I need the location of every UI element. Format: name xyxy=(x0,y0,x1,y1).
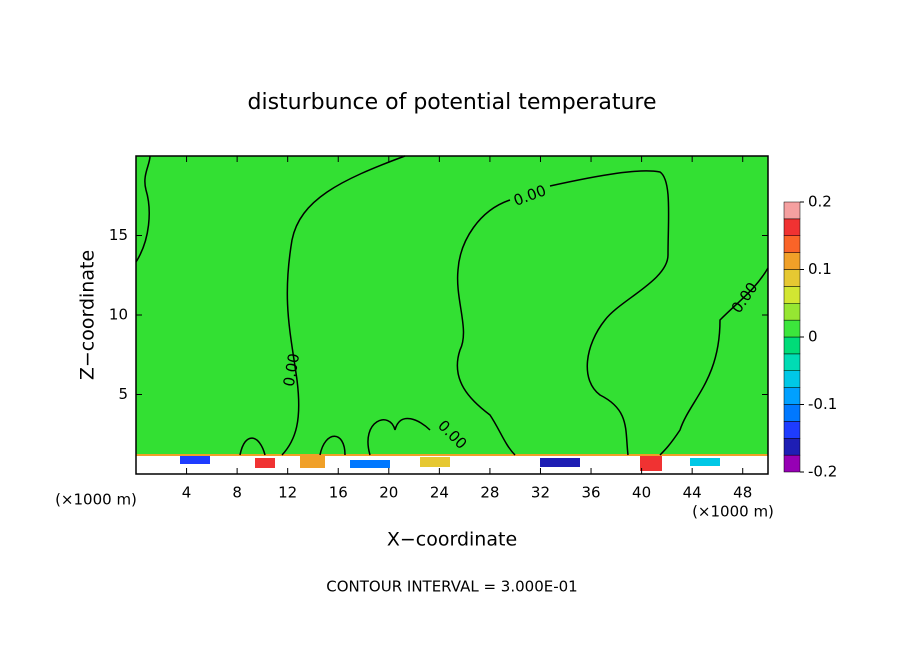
colorbar-swatch xyxy=(783,454,801,473)
x-tick-label: 44 xyxy=(683,484,702,502)
contour-line xyxy=(659,267,769,456)
x-tick-label: 36 xyxy=(581,484,600,502)
blob xyxy=(540,458,580,467)
contour-line xyxy=(549,170,670,456)
blob xyxy=(640,455,662,471)
blob xyxy=(300,456,325,468)
contour-line xyxy=(281,155,406,456)
contour-line xyxy=(239,417,431,456)
contour-label: 0.00 xyxy=(280,352,304,388)
blob xyxy=(350,460,390,468)
surface-noise xyxy=(136,454,768,474)
x-tick-label: 24 xyxy=(430,484,449,502)
x-tick-label: 40 xyxy=(632,484,651,502)
colorbar-tick-label: -0.2 xyxy=(808,463,837,481)
colorbar-swatch xyxy=(783,370,801,388)
colorbar-swatch xyxy=(783,235,801,253)
colorbar-swatch xyxy=(783,286,801,304)
x-tick-label: 8 xyxy=(232,484,242,502)
colorbar-swatch xyxy=(783,218,801,236)
y-tick-label: 5 xyxy=(118,385,128,403)
x-tick-label: 12 xyxy=(278,484,297,502)
colorbar-swatch xyxy=(783,387,801,405)
footer: CONTOUR INTERVAL = 3.000E-01 xyxy=(326,578,577,596)
field xyxy=(136,156,768,474)
colorbar-swatch xyxy=(783,336,801,355)
contour-line xyxy=(135,155,151,263)
x-tick-label: 4 xyxy=(182,484,192,502)
chart-title: disturbunce of potential temperature xyxy=(248,90,657,115)
x-tick-label: 16 xyxy=(329,484,348,502)
colorbar-swatch xyxy=(783,404,801,422)
blob xyxy=(255,458,275,468)
colorbar-swatch xyxy=(783,269,801,287)
y-axis-label: Z−coordinate xyxy=(77,250,99,380)
colorbar-tick-label: 0.2 xyxy=(808,193,832,211)
colorbar-tick-label: 0.1 xyxy=(808,260,832,278)
colorbar-swatch xyxy=(783,252,801,270)
x-tick-label: 48 xyxy=(733,484,752,502)
x-unit-label: (×1000 m) xyxy=(692,503,774,521)
y-tick-label: 15 xyxy=(109,226,128,244)
x-unit-label: (×1000 m) xyxy=(55,491,137,509)
colorbar-tick-label: 0 xyxy=(808,328,818,346)
contours xyxy=(135,155,769,456)
colorbar-swatch xyxy=(783,319,801,338)
x-tick-label: 20 xyxy=(379,484,398,502)
surface-band xyxy=(136,455,768,474)
blob xyxy=(690,458,720,466)
blob xyxy=(420,457,450,467)
x-tick-label: 28 xyxy=(480,484,499,502)
y-tick-label: 10 xyxy=(109,306,128,324)
colorbar-tick-label: -0.1 xyxy=(808,395,837,413)
colorbar-swatch xyxy=(783,353,801,371)
blob xyxy=(180,456,210,464)
colorbar-swatch xyxy=(783,201,801,220)
colorbar-swatch xyxy=(783,438,801,456)
x-axis-label: X−coordinate xyxy=(387,529,517,551)
contour-line xyxy=(456,199,516,456)
x-tick-label: 32 xyxy=(531,484,550,502)
colorbar-swatch xyxy=(783,303,801,321)
colorbar-swatch xyxy=(783,421,801,439)
